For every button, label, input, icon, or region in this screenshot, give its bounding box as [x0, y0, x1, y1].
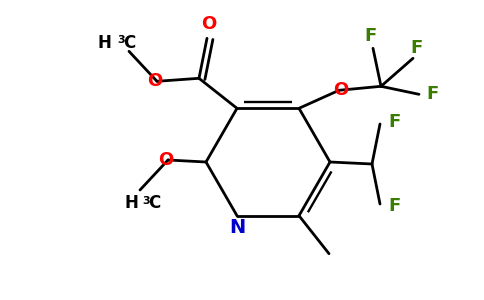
- Text: O: O: [158, 151, 174, 169]
- Text: F: F: [388, 197, 400, 215]
- Text: O: O: [201, 15, 217, 33]
- Text: F: F: [365, 27, 377, 45]
- Text: C: C: [148, 194, 160, 212]
- Text: 3: 3: [117, 35, 124, 45]
- Text: F: F: [427, 85, 439, 103]
- Text: F: F: [388, 113, 400, 131]
- Text: O: O: [147, 72, 163, 90]
- Text: H: H: [97, 34, 111, 52]
- Text: N: N: [229, 218, 245, 237]
- Text: F: F: [411, 39, 423, 57]
- Text: C: C: [123, 34, 135, 52]
- Text: 3: 3: [142, 196, 150, 206]
- Text: H: H: [124, 194, 138, 212]
- Text: O: O: [333, 81, 348, 99]
